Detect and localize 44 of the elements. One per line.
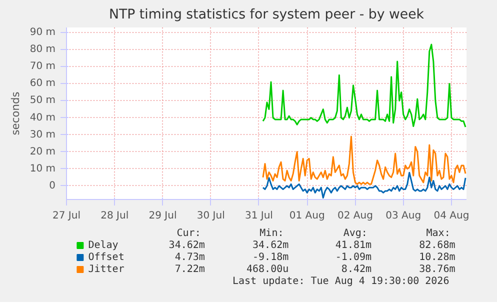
text: 38.76m xyxy=(419,264,456,275)
text: 41.81m xyxy=(335,240,372,251)
line-series xyxy=(262,136,466,185)
x-tick-label: 27 Jul xyxy=(52,210,80,222)
x-tick-label: 04 Aug xyxy=(434,210,470,222)
text: 8.42m xyxy=(341,264,372,275)
x-tick-label: 30 Jul xyxy=(196,210,225,222)
x-tick-label: 28 Jul xyxy=(100,210,129,222)
y-tick-label: 0 xyxy=(49,180,56,192)
text: 34.62m xyxy=(168,240,205,251)
x-tick-label: 31 Jul xyxy=(244,210,273,222)
text: -1.09m xyxy=(335,252,372,263)
y-tick-label: 80 m xyxy=(30,44,56,56)
y-tick-label: 60 m xyxy=(30,78,56,90)
legend-label: Delay xyxy=(88,240,118,251)
x-tick-label: 01 Aug xyxy=(289,210,325,222)
text: Avg: xyxy=(343,228,368,239)
y-tick-label: 20 m xyxy=(30,146,56,158)
y-tick-label: 30 m xyxy=(30,129,56,140)
legend-label: Offset xyxy=(88,252,124,263)
y-tick-label: 70 m xyxy=(30,61,56,72)
legend-label: Jitter xyxy=(88,264,124,275)
y-tick-label: 40 m xyxy=(30,112,56,124)
x-tick-label: 29 Jul xyxy=(148,210,177,222)
text: 4.73m xyxy=(174,252,205,263)
text: Min: xyxy=(260,228,284,239)
text: 82.68m xyxy=(419,240,456,251)
line-series xyxy=(262,172,466,199)
text: 468.00u xyxy=(246,264,289,275)
chart-title: NTP timing statistics for system peer - by week xyxy=(109,8,424,22)
text: Cur: xyxy=(176,228,201,239)
x-tick-label: 03 Aug xyxy=(386,210,422,222)
y-tick-label: 50 m xyxy=(30,95,56,106)
text: -9.18m xyxy=(252,252,289,263)
y-tick-label: 90 m xyxy=(30,27,56,38)
y-tick-label: 10 m xyxy=(30,163,56,174)
x-tick-label: 02 Aug xyxy=(338,210,373,222)
line-series xyxy=(262,44,466,128)
text: Max: xyxy=(426,228,450,239)
text: Last update: Tue Aug 4 19:30:00 2026 xyxy=(232,276,450,287)
text: 7.22m xyxy=(174,264,205,275)
text: 10.28m xyxy=(419,252,456,263)
y-axis-title: seconds xyxy=(8,91,22,136)
text: 34.62m xyxy=(252,240,289,251)
